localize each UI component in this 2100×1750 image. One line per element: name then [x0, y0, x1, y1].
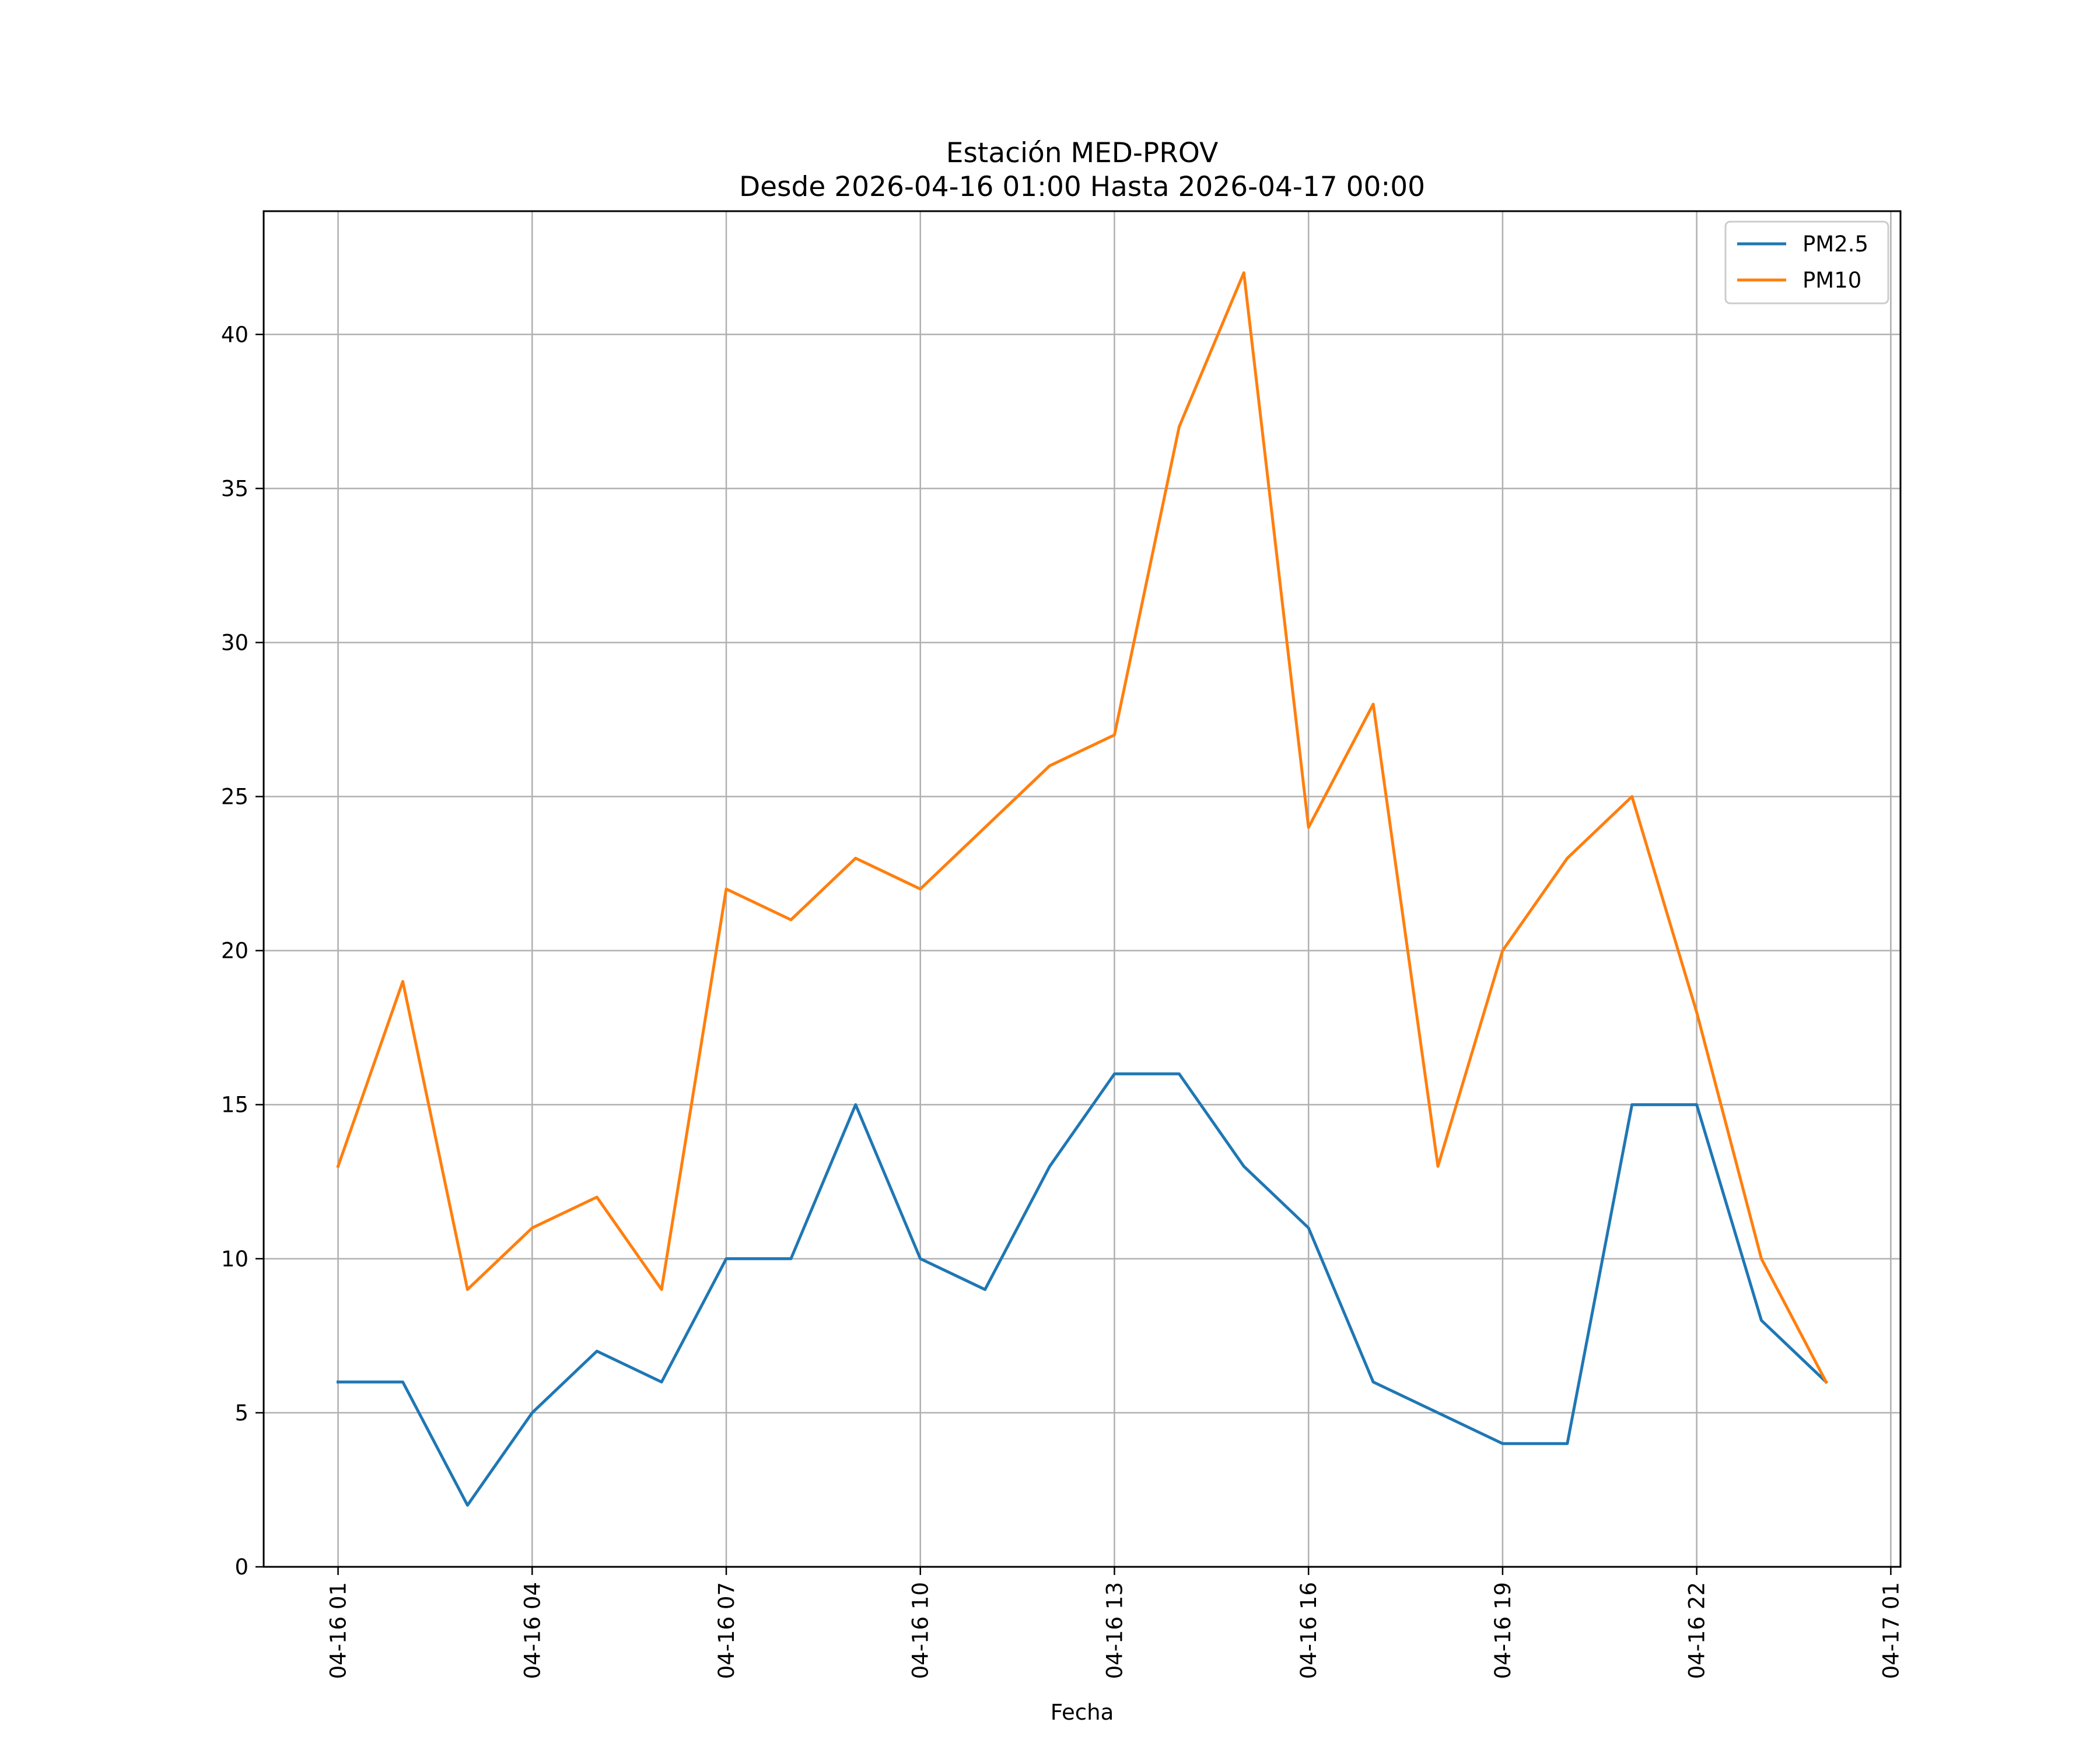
x-tick-label: 04-16 10 — [908, 1582, 933, 1679]
plot-area-frame — [262, 210, 1902, 1568]
axis-ticks: 04-16 01 04-16 04 04-16 07 04-16 10 04-16 13… — [221, 322, 1903, 1679]
x-tick-label: 04-16 04 — [520, 1582, 545, 1679]
x-tick-label: 04-16 07 — [714, 1582, 739, 1679]
series-line-pm10 — [336, 271, 1828, 1384]
y-tick-label: 30 — [221, 630, 249, 655]
x-tick-label: 04-16 16 — [1296, 1582, 1321, 1679]
y-tick-label: 40 — [221, 322, 249, 347]
legend-label-pm25: PM2.5 — [1803, 232, 1868, 257]
legend: PM2.5 PM10 — [1724, 220, 1889, 304]
series-line-pm25 — [337, 1072, 1829, 1507]
legend-box — [1724, 220, 1889, 304]
x-tick-label: 04-16 22 — [1685, 1582, 1710, 1679]
chart-title: Estación MED-PROV — [946, 137, 1219, 169]
y-tick-label: 25 — [221, 785, 249, 810]
x-tick-label: 04-16 19 — [1490, 1582, 1516, 1679]
x-tick-label: 04-16 13 — [1102, 1582, 1127, 1679]
series-lines — [336, 271, 1829, 1507]
legend-label-pm10: PM10 — [1803, 268, 1861, 293]
y-tick-label: 15 — [221, 1093, 249, 1118]
y-tick-label: 10 — [221, 1247, 249, 1272]
x-axis-label: Fecha — [1051, 1700, 1114, 1725]
x-tick-label: 04-17 01 — [1878, 1582, 1903, 1679]
y-tick-label: 5 — [235, 1401, 249, 1426]
chart-subtitle: Desde 2026-04-16 01:00 Hasta 2026-04-17 … — [739, 171, 1425, 203]
y-tick-label: 0 — [235, 1555, 249, 1580]
y-tick-label: 20 — [221, 939, 249, 964]
x-tick-label: 04-16 01 — [326, 1582, 351, 1679]
y-tick-label: 35 — [221, 476, 249, 501]
